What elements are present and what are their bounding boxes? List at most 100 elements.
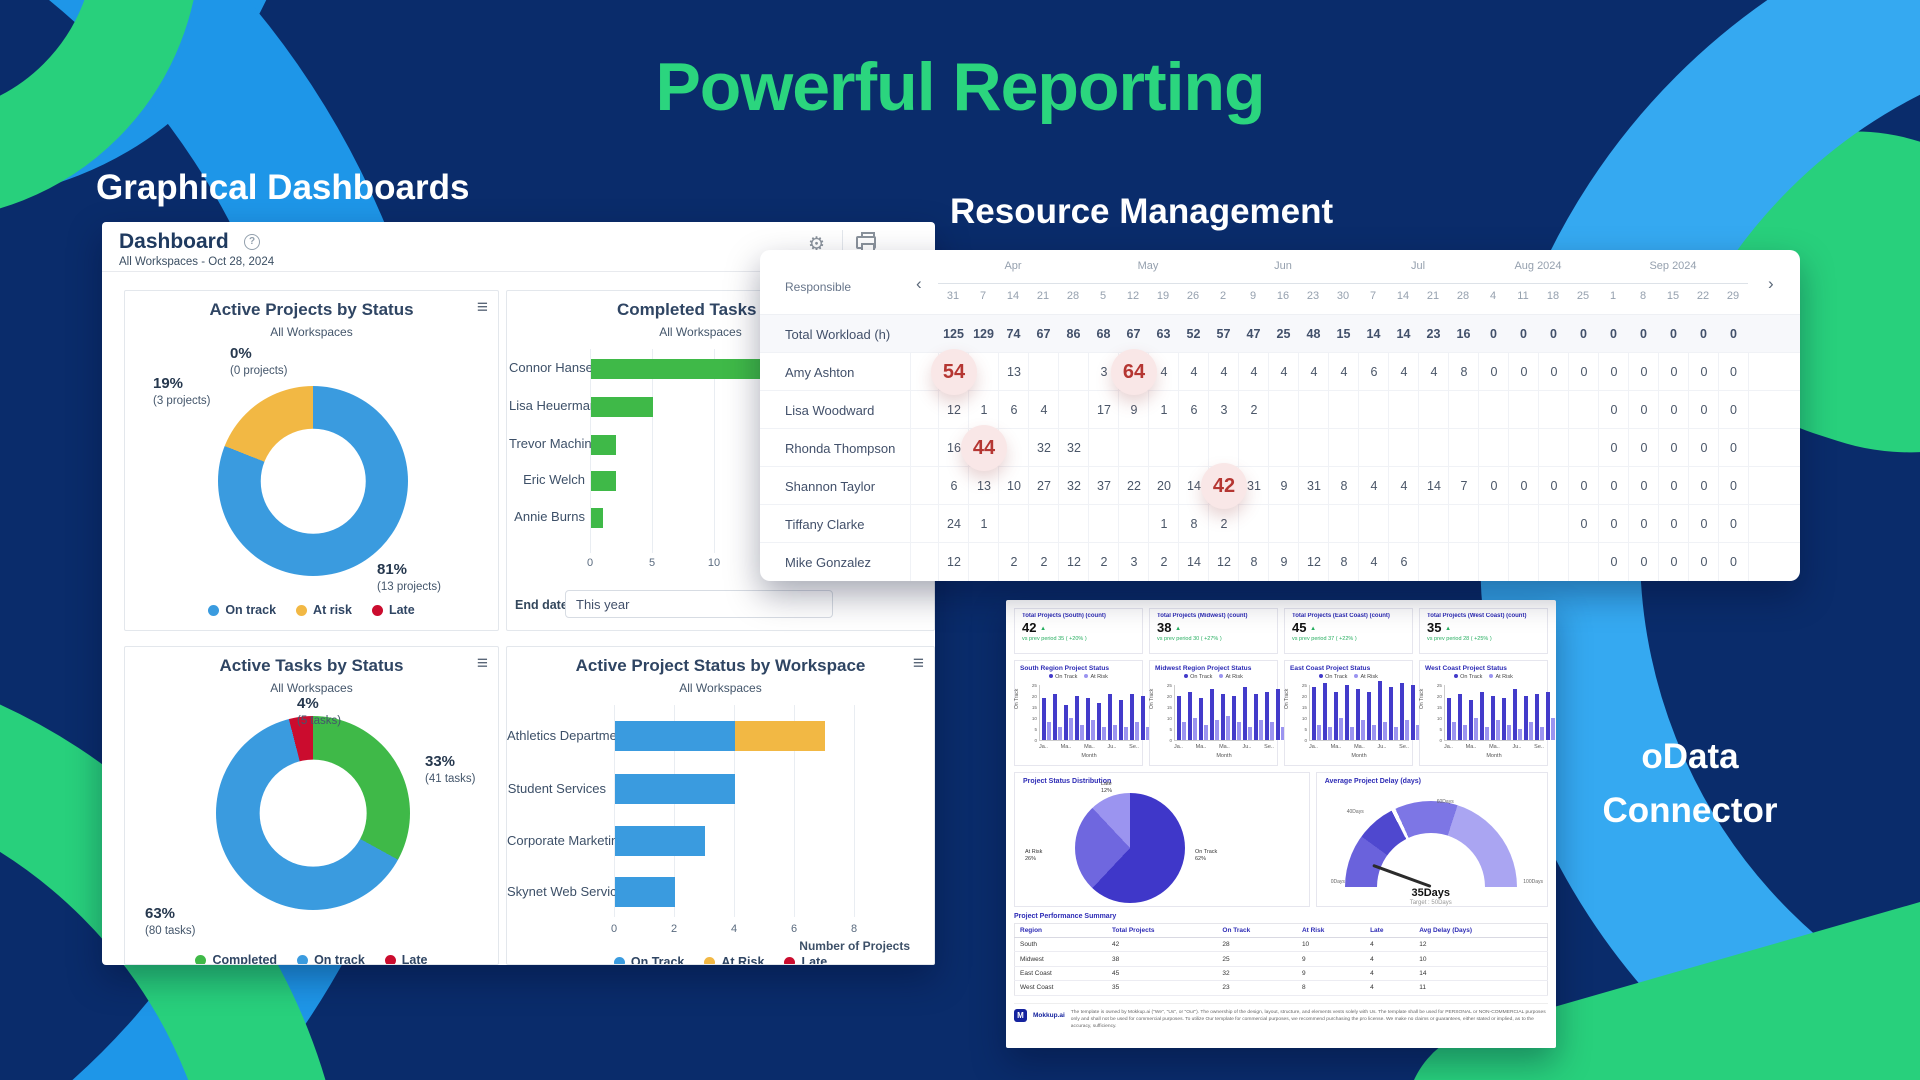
heading-graphical-dashboards: Graphical Dashboards (96, 168, 470, 207)
workload-cell (1328, 429, 1359, 467)
workload-cell: 0 (1580, 327, 1587, 341)
table-cell: 4 (1365, 966, 1415, 982)
workload-cell: 1 (1148, 391, 1179, 429)
chart-menu-icon[interactable]: ≡ (476, 297, 488, 318)
column-header: Region (1014, 923, 1107, 938)
on-track-bar (1243, 687, 1247, 740)
table-cell: South (1014, 937, 1107, 953)
row-label: Shannon Taylor (785, 478, 876, 494)
chart-menu-icon[interactable]: ≡ (912, 653, 924, 674)
slice-label-at-risk: 19% (3 projects) (153, 375, 211, 407)
legend-label: Completed (212, 953, 278, 965)
workload-cell: 6 (1388, 543, 1419, 581)
gauge-tick: 0Days (1330, 879, 1345, 885)
end-date-input[interactable]: This year (565, 590, 833, 618)
x-axis-title: Month (1351, 753, 1367, 759)
slice-label-completed: 33% (41 tasks) (425, 753, 476, 785)
workload-cell (1448, 429, 1479, 467)
legend-item: At Risk (1084, 674, 1108, 680)
on-track-bar (1053, 693, 1057, 740)
x-axis-ticks: Ja.. Ma.. Ma.. Ju.. Se.. (1444, 744, 1544, 750)
workload-cell: 32 (1058, 467, 1089, 505)
legend-item: Late (784, 955, 827, 964)
up-triangle-icon: ▲ (1445, 626, 1452, 632)
bar-group (1524, 696, 1533, 740)
at-risk-bar (1416, 724, 1420, 740)
legend-item: On track (208, 603, 276, 617)
at-risk-bar (1496, 720, 1500, 740)
bar-segment (735, 721, 825, 751)
table-row: Tiffany Clarke 24 1 1 8 2 0 0 0 0 0 0 (760, 504, 1800, 543)
chevron-left-icon[interactable]: ‹ (916, 274, 922, 293)
day-label: 7 (1369, 290, 1377, 302)
at-risk-bar (1124, 726, 1128, 740)
column-header: Late (1365, 923, 1415, 938)
legend-dot-icon (1489, 674, 1494, 678)
spacer-cell (910, 353, 939, 391)
workload-cell: 0 (1538, 467, 1569, 505)
workload-cell (1418, 429, 1449, 467)
gridline (734, 705, 735, 917)
help-icon[interactable]: ? (244, 234, 260, 250)
bar-group (1086, 698, 1095, 740)
region-chart-legend: On Track At Risk (1425, 674, 1542, 680)
workload-cell: 52 (1186, 327, 1201, 341)
day-label: 25 (1576, 290, 1590, 302)
workload-cell: 0 (1598, 391, 1629, 429)
printer-icon[interactable] (856, 232, 876, 252)
workload-cell: 67 (1126, 327, 1141, 341)
day-label: 2 (1219, 290, 1227, 302)
responsible-column-header: Responsible (785, 280, 852, 294)
at-risk-bar (1135, 722, 1139, 740)
workload-cell: 15 (1336, 327, 1351, 341)
up-triangle-icon: ▲ (1175, 626, 1182, 632)
chevron-right-icon[interactable]: › (1768, 274, 1774, 293)
workload-cell: 42 (1201, 463, 1247, 509)
workload-cell: 54 (931, 349, 977, 395)
at-risk-bar (1339, 718, 1343, 740)
at-risk-bar (1080, 724, 1084, 740)
workload-cell (1088, 505, 1119, 543)
kpi-value: 35 ▲ (1427, 620, 1452, 635)
workload-cell: 23 (1426, 327, 1441, 341)
workload-cell: 2 (1238, 391, 1269, 429)
kpi-delta: vs prev period 37 ( +22% ) (1292, 636, 1357, 642)
legend-item: On track (297, 953, 365, 964)
table-cell: 4 (1365, 980, 1415, 996)
day-label: 14 (1006, 290, 1020, 302)
row-label: Lisa Woodward (785, 402, 875, 418)
chart-menu-icon[interactable]: ≡ (476, 653, 488, 674)
workload-cell: 0 (1628, 505, 1659, 543)
legend-dot-icon (195, 954, 207, 964)
workload-cell (1238, 505, 1269, 543)
legend-label: Late (401, 953, 428, 965)
workload-cell: 37 (1088, 467, 1119, 505)
chart-subtitle: All Workspaces (659, 325, 742, 339)
workload-cell: 4 (1208, 353, 1239, 391)
column-header: At Risk (1296, 923, 1366, 938)
bar-group (1064, 704, 1073, 740)
brand-name: Mokkup.ai (1033, 1011, 1065, 1019)
stacked-bar (615, 721, 825, 751)
table-cell: 45 (1106, 966, 1218, 982)
axis-tick-label: 4 (730, 923, 738, 935)
gear-icon[interactable]: ⚙ (808, 234, 826, 255)
workload-cell: 0 (1718, 543, 1749, 581)
month-underline (938, 283, 1748, 284)
axis-tick-label: Ju.. (1242, 744, 1252, 750)
overload-badge: 42 (1201, 463, 1247, 509)
end-date-label: End date: (515, 598, 572, 612)
spacer-cell (910, 391, 939, 429)
workload-cell: 86 (1066, 327, 1081, 341)
day-label: 19 (1156, 290, 1170, 302)
table-cell: 4 (1365, 937, 1415, 953)
kpi-delta: vs prev period 35 ( +20% ) (1022, 636, 1087, 642)
workload-cell: 0 (1658, 505, 1689, 543)
chart-title: Active Project Status by Workspace (575, 656, 866, 675)
legend-label: On Track (630, 955, 685, 965)
donut-chart (216, 716, 410, 910)
workload-cell: 14 (1366, 327, 1381, 341)
region-chart-title: East Coast Project Status (1290, 665, 1371, 672)
bar (591, 508, 604, 528)
day-label: 16 (1276, 290, 1290, 302)
